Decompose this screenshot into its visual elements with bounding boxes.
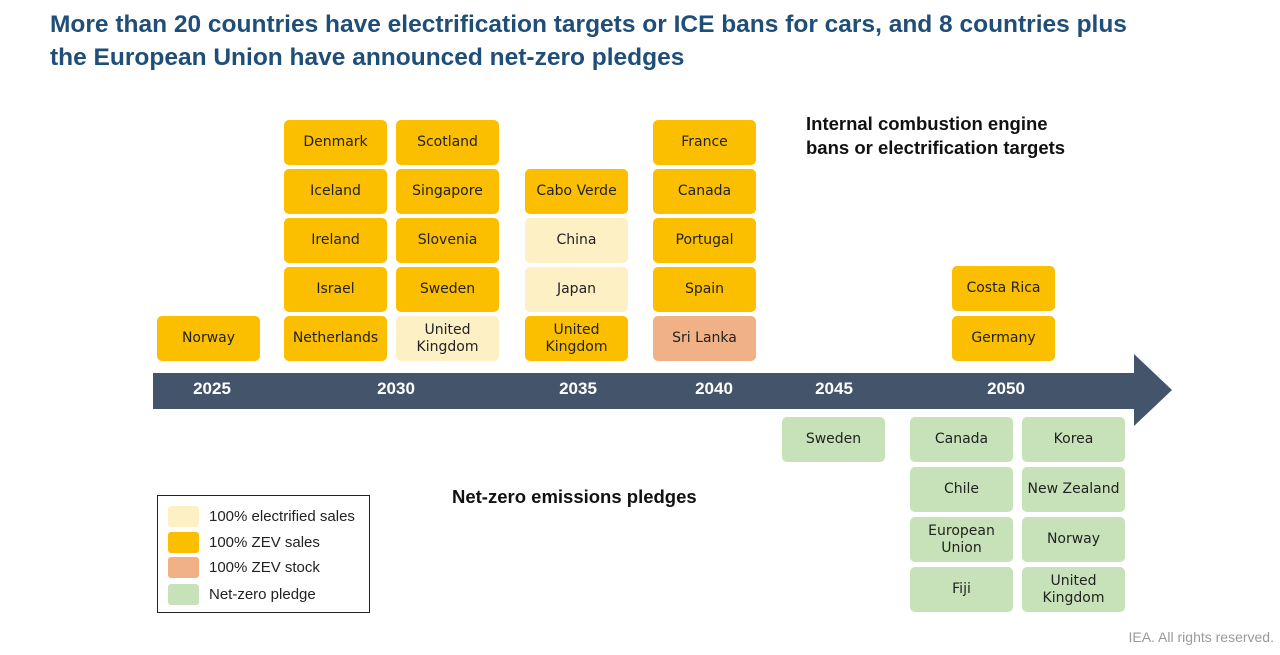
legend-swatch xyxy=(168,505,199,527)
page-title: More than 20 countries have electrificat… xyxy=(50,8,1250,74)
year-label: 2035 xyxy=(559,379,597,398)
ice-target-box: Japan xyxy=(525,267,628,312)
ice-target-box: Spain xyxy=(653,267,756,312)
legend-item: 100% electrified sales xyxy=(168,505,355,527)
timeline-arrow xyxy=(153,354,1172,426)
netzero-heading: Net-zero emissions pledges xyxy=(452,486,697,507)
title-line-2: the European Union have announced net-ze… xyxy=(50,44,685,71)
legend-item: 100% ZEV sales xyxy=(168,531,320,553)
legend-item: Net-zero pledge xyxy=(168,583,316,605)
legend: 100% electrified sales 100% ZEV sales 10… xyxy=(157,495,370,613)
net-zero-box: Norway xyxy=(1022,517,1125,562)
ice-target-box: Netherlands xyxy=(284,316,387,361)
legend-item: 100% ZEV stock xyxy=(168,556,320,578)
ice-target-box: Singapore xyxy=(396,169,499,214)
net-zero-box: Korea xyxy=(1022,417,1125,462)
ice-target-box: Germany xyxy=(952,316,1055,361)
net-zero-box: Sweden xyxy=(782,417,885,462)
copyright-footer: IEA. All rights reserved. xyxy=(1128,629,1274,645)
ice-heading-line-2: bans or electrification targets xyxy=(806,137,1066,158)
net-zero-box: Canada xyxy=(910,417,1013,462)
legend-swatch xyxy=(168,531,199,553)
legend-label: 100% ZEV sales xyxy=(209,533,320,551)
year-label: 2045 xyxy=(815,379,853,398)
ice-target-box: China xyxy=(525,218,628,263)
ice-target-box: France xyxy=(653,120,756,165)
net-zero-box: Chile xyxy=(910,467,1013,512)
year-label: 2040 xyxy=(695,379,733,398)
net-zero-box: European Union xyxy=(910,517,1013,562)
ice-target-box: Iceland xyxy=(284,169,387,214)
ice-target-box: Canada xyxy=(653,169,756,214)
net-zero-box: New Zealand xyxy=(1022,467,1125,512)
net-zero-box: United Kingdom xyxy=(1022,567,1125,612)
ice-target-box: Israel xyxy=(284,267,387,312)
legend-swatch xyxy=(168,583,199,605)
ice-target-box: Norway xyxy=(157,316,260,361)
year-label: 2025 xyxy=(193,379,231,398)
ice-target-box: Portugal xyxy=(653,218,756,263)
ice-target-box: Scotland xyxy=(396,120,499,165)
ice-target-box: United Kingdom xyxy=(396,316,499,361)
title-line-1: More than 20 countries have electrificat… xyxy=(50,11,1127,38)
ice-heading: Internal combustion engine bans or elect… xyxy=(806,112,1065,160)
ice-target-box: Slovenia xyxy=(396,218,499,263)
year-label: 2050 xyxy=(987,379,1025,398)
ice-target-box: Cabo Verde xyxy=(525,169,628,214)
ice-target-box: United Kingdom xyxy=(525,316,628,361)
legend-swatch xyxy=(168,556,199,578)
legend-label: Net-zero pledge xyxy=(209,585,316,603)
ice-target-box: Sri Lanka xyxy=(653,316,756,361)
net-zero-box: Fiji xyxy=(910,567,1013,612)
legend-label: 100% ZEV stock xyxy=(209,558,320,576)
ice-target-box: Ireland xyxy=(284,218,387,263)
legend-label: 100% electrified sales xyxy=(209,507,355,525)
ice-target-box: Sweden xyxy=(396,267,499,312)
timeline-arrow-shape xyxy=(153,354,1172,426)
year-label: 2030 xyxy=(377,379,415,398)
ice-target-box: Costa Rica xyxy=(952,266,1055,311)
ice-target-box: Denmark xyxy=(284,120,387,165)
ice-heading-line-1: Internal combustion engine xyxy=(806,113,1048,134)
